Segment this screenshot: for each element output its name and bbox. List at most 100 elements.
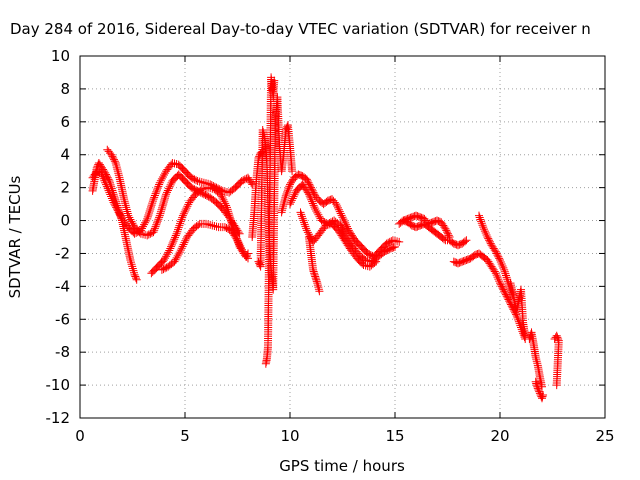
series-7 (261, 73, 279, 368)
data-point (161, 264, 170, 273)
data-point (503, 275, 512, 284)
data-point (158, 203, 167, 212)
data-point (484, 234, 493, 243)
data-point (150, 193, 159, 202)
data-point (153, 217, 162, 226)
series-18 (531, 377, 548, 403)
data-point (441, 224, 450, 233)
data-point (382, 246, 391, 255)
plot-frame (79, 55, 606, 419)
data-point (497, 282, 506, 291)
data-point (310, 270, 319, 279)
x-tick-label: 25 (595, 427, 614, 445)
data-point (112, 203, 121, 212)
y-tick-label: -6 (55, 310, 70, 328)
data-point (310, 269, 319, 278)
data-point (485, 237, 494, 246)
chart-title: Day 284 of 2016, Sidereal Day-to-day VTE… (10, 20, 591, 38)
data-point (492, 249, 501, 258)
data-point (157, 205, 166, 214)
x-tick-label: 5 (180, 427, 190, 445)
data-point (188, 226, 197, 235)
data-point (501, 290, 510, 299)
y-tick-label: -4 (55, 277, 70, 295)
data-point (158, 201, 167, 210)
data-point (114, 208, 123, 217)
data-point (113, 206, 122, 215)
data-point (462, 236, 471, 245)
data-point (382, 239, 391, 248)
series-4 (157, 219, 252, 274)
data-point (311, 274, 320, 283)
data-point (372, 257, 381, 266)
data-point (496, 280, 505, 289)
data-point (110, 200, 119, 209)
data-point (110, 155, 119, 164)
data-point (116, 211, 125, 220)
data-point (534, 386, 543, 395)
data-point (385, 237, 394, 246)
data-point (485, 236, 494, 245)
data-point (507, 302, 516, 311)
data-point (222, 223, 231, 232)
y-axis-label: SDTVAR / TECUs (6, 175, 24, 298)
data-point (149, 195, 158, 204)
data-point (533, 384, 542, 393)
data-point (151, 222, 160, 231)
y-tick-label: 10 (51, 47, 70, 65)
data-point (201, 191, 210, 200)
data-point (538, 394, 546, 403)
data-point (315, 287, 324, 296)
y-tick-label: 2 (60, 179, 70, 197)
data-point (552, 381, 561, 390)
data-point (384, 238, 393, 247)
data-point (196, 186, 205, 195)
data-point (107, 150, 116, 159)
data-point (502, 273, 511, 282)
data-point (312, 275, 321, 284)
series-5 (248, 147, 267, 241)
data-point (157, 265, 166, 274)
data-point (152, 220, 161, 229)
data-point (443, 229, 452, 238)
data-point (156, 207, 165, 216)
x-tick-label: 15 (385, 427, 404, 445)
data-point (495, 254, 504, 263)
x-axis-label: GPS time / hours (279, 457, 405, 475)
data-point (533, 382, 542, 391)
data-point (190, 175, 199, 184)
data-point (153, 218, 161, 227)
data-point (501, 288, 510, 297)
y-tick-label: -8 (55, 343, 70, 361)
data-point (192, 176, 201, 185)
data-point (132, 274, 140, 283)
data-point (146, 229, 155, 238)
data-point (535, 387, 544, 396)
series-1 (88, 158, 257, 238)
data-point (496, 279, 504, 288)
data-point (494, 252, 503, 261)
data-point (552, 331, 561, 340)
data-point (306, 181, 315, 190)
data-point (151, 189, 160, 198)
series-19 (550, 331, 563, 390)
data-point (360, 254, 369, 263)
data-point (305, 180, 314, 189)
data-point (383, 246, 392, 255)
data-point (150, 226, 159, 235)
data-point (187, 173, 196, 182)
data-point (109, 198, 118, 207)
data-point (309, 265, 318, 274)
data-point (154, 215, 163, 224)
data-point (160, 196, 169, 205)
data-point (391, 242, 399, 251)
series-14 (449, 249, 530, 344)
data-point (365, 250, 374, 259)
data-point (539, 390, 548, 399)
data-point (503, 293, 512, 302)
series-10 (296, 208, 381, 271)
data-point (311, 272, 320, 281)
data-point (132, 275, 141, 284)
series-8 (277, 170, 404, 261)
